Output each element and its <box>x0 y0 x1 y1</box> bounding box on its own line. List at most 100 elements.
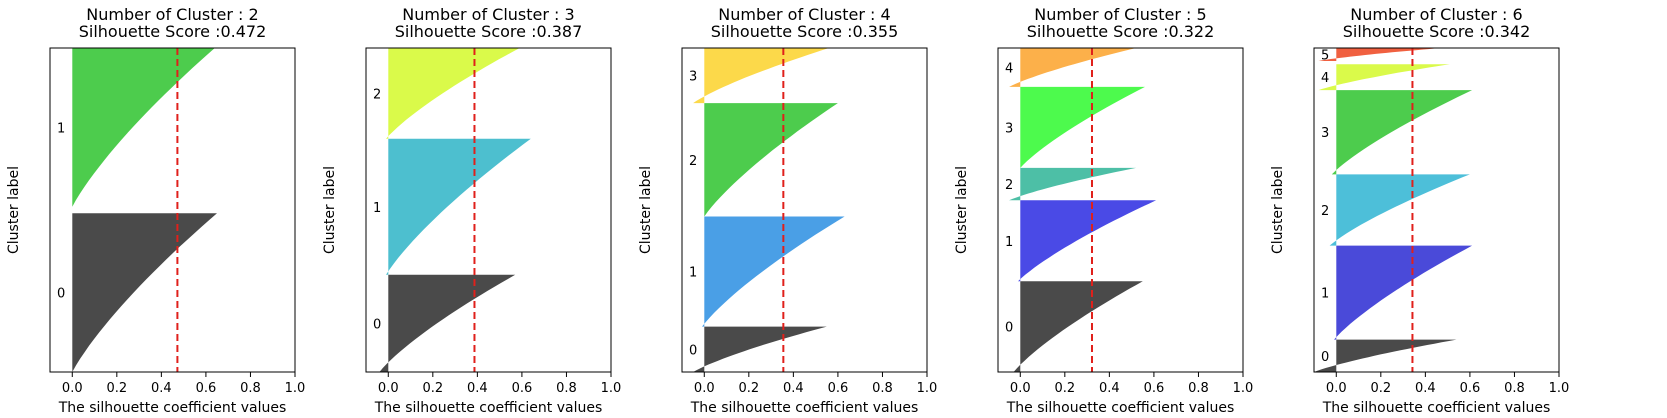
cluster-label-0: 0 <box>1005 321 1013 336</box>
x-tick-label: 0.2 <box>1054 381 1075 396</box>
cluster-label-2: 2 <box>373 87 381 102</box>
cluster-label-0: 0 <box>57 287 65 302</box>
cluster-area-4 <box>1009 48 1137 87</box>
x-tick-label: 0.2 <box>738 381 759 396</box>
x-tick-label: 1.0 <box>917 381 938 396</box>
cluster-label-1: 1 <box>689 266 697 281</box>
cluster-label-2: 2 <box>689 154 697 169</box>
cluster-area-2 <box>1009 167 1137 201</box>
axes-frame <box>681 47 928 373</box>
cluster-areas <box>379 48 531 372</box>
subplot-5: 0 1 2 3 4 5 0.0 0.2 0.4 0.6 0.8 1.0 The silhouette c… <box>1270 5 1569 416</box>
x-tick-label: 1.0 <box>1233 381 1254 396</box>
cluster-label-1: 1 <box>373 201 381 216</box>
x-tick-label: 0.2 <box>422 381 443 396</box>
y-axis-label: Cluster label <box>954 166 970 254</box>
cluster-area-0 <box>1314 339 1457 372</box>
x-tick-label: 0.8 <box>1504 381 1525 396</box>
x-tick-label: 0.4 <box>783 381 804 396</box>
subplot-2: 0 1 2 0.0 0.2 0.4 0.6 0.8 1.0 The silhouette coef… <box>322 5 621 416</box>
cluster-areas <box>1314 48 1473 372</box>
x-axis-label: The silhouette coefficient values <box>690 400 919 416</box>
cluster-label-3: 3 <box>1005 121 1013 136</box>
cluster-area-3 <box>1020 86 1145 168</box>
cluster-area-0 <box>693 326 827 372</box>
cluster-label-3: 3 <box>1321 126 1329 141</box>
axes-frame <box>997 47 1244 373</box>
x-tick-label: 0.6 <box>828 381 849 396</box>
chart-subtitle: Silhouette Score :0.387 <box>395 22 583 41</box>
x-tick-label: 0.0 <box>1010 381 1031 396</box>
x-tick-label: 0.8 <box>872 381 893 396</box>
x-tick-label: 0.6 <box>1460 381 1481 396</box>
cluster-label-5: 5 <box>1321 48 1329 63</box>
y-axis-label: Cluster label <box>638 166 654 254</box>
x-tick-label: 0.8 <box>1188 381 1209 396</box>
cluster-areas <box>693 48 845 372</box>
cluster-label-0: 0 <box>1321 350 1329 365</box>
x-tick-label: 0.0 <box>62 381 83 396</box>
x-tick-label: 1.0 <box>285 381 306 396</box>
cluster-label-4: 4 <box>1005 61 1013 76</box>
x-tick-label: 0.2 <box>1370 381 1391 396</box>
chart-subtitle: Silhouette Score :0.322 <box>1027 22 1215 41</box>
x-tick-label: 0.6 <box>512 381 533 396</box>
cluster-area-2 <box>704 103 838 217</box>
cluster-area-2 <box>1329 174 1470 246</box>
chart-title: Number of Cluster : 5 <box>1034 5 1206 24</box>
chart-subtitle: Silhouette Score :0.472 <box>79 22 267 41</box>
axes-frame <box>49 47 296 373</box>
x-axis-label: The silhouette coefficient values <box>374 400 603 416</box>
cluster-label-0: 0 <box>689 343 697 358</box>
x-tick-label: 0.4 <box>151 381 172 396</box>
cluster-area-3 <box>693 48 829 104</box>
cluster-area-1 <box>702 216 845 327</box>
cluster-area-1 <box>72 48 215 207</box>
subplot-1: 0 1 0.0 0.2 0.4 0.6 0.8 1.0 The silhouette coeff… <box>6 5 305 416</box>
cluster-area-3 <box>1331 90 1473 175</box>
cluster-label-4: 4 <box>1321 71 1329 86</box>
chart-subtitle: Silhouette Score :0.355 <box>711 22 899 41</box>
x-tick-label: 0.4 <box>1099 381 1120 396</box>
cluster-areas <box>72 48 217 372</box>
x-tick-label: 0.4 <box>1415 381 1436 396</box>
y-axis-label: Cluster label <box>1270 166 1286 254</box>
cluster-label-2: 2 <box>1321 204 1329 219</box>
chart-title: Number of Cluster : 6 <box>1350 5 1522 24</box>
cluster-label-3: 3 <box>689 70 697 85</box>
x-tick-label: 0.8 <box>240 381 261 396</box>
subplot-4: 0 1 2 3 4 0.0 0.2 0.4 0.6 0.8 1.0 The silhouette co… <box>954 5 1253 416</box>
cluster-area-0 <box>1013 281 1143 372</box>
chart-title: Number of Cluster : 2 <box>86 5 258 24</box>
x-axis-label: The silhouette coefficient values <box>58 400 287 416</box>
cluster-label-1: 1 <box>1321 287 1329 302</box>
subplot-3: 0 1 2 3 0.0 0.2 0.4 0.6 0.8 1.0 The silhouette coe… <box>638 5 937 416</box>
cluster-area-5 <box>1318 48 1441 61</box>
chart-title: Number of Cluster : 4 <box>718 5 890 24</box>
cluster-area-0 <box>72 213 217 372</box>
cluster-area-1 <box>1018 200 1157 282</box>
y-axis-label: Cluster label <box>322 166 338 254</box>
x-tick-label: 0.6 <box>196 381 217 396</box>
cluster-label-1: 1 <box>57 121 65 136</box>
cluster-area-1 <box>386 138 531 275</box>
cluster-area-2 <box>386 48 520 139</box>
x-tick-label: 1.0 <box>601 381 622 396</box>
x-tick-label: 0.0 <box>378 381 399 396</box>
x-tick-label: 0.2 <box>106 381 127 396</box>
x-axis-label: The silhouette coefficient values <box>1322 400 1551 416</box>
x-tick-label: 0.6 <box>1144 381 1165 396</box>
y-axis-label: Cluster label <box>6 166 22 254</box>
x-tick-label: 1.0 <box>1549 381 1570 396</box>
x-axis-label: The silhouette coefficient values <box>1006 400 1235 416</box>
x-tick-label: 0.0 <box>694 381 715 396</box>
cluster-label-1: 1 <box>1005 235 1013 250</box>
chart-subtitle: Silhouette Score :0.342 <box>1343 22 1531 41</box>
cluster-label-2: 2 <box>1005 178 1013 193</box>
cluster-area-4 <box>1318 64 1450 91</box>
axes-frame <box>365 47 612 373</box>
axes-frame <box>1313 47 1560 373</box>
chart-title: Number of Cluster : 3 <box>402 5 574 24</box>
cluster-label-0: 0 <box>373 317 381 332</box>
cluster-area-0 <box>379 274 516 372</box>
